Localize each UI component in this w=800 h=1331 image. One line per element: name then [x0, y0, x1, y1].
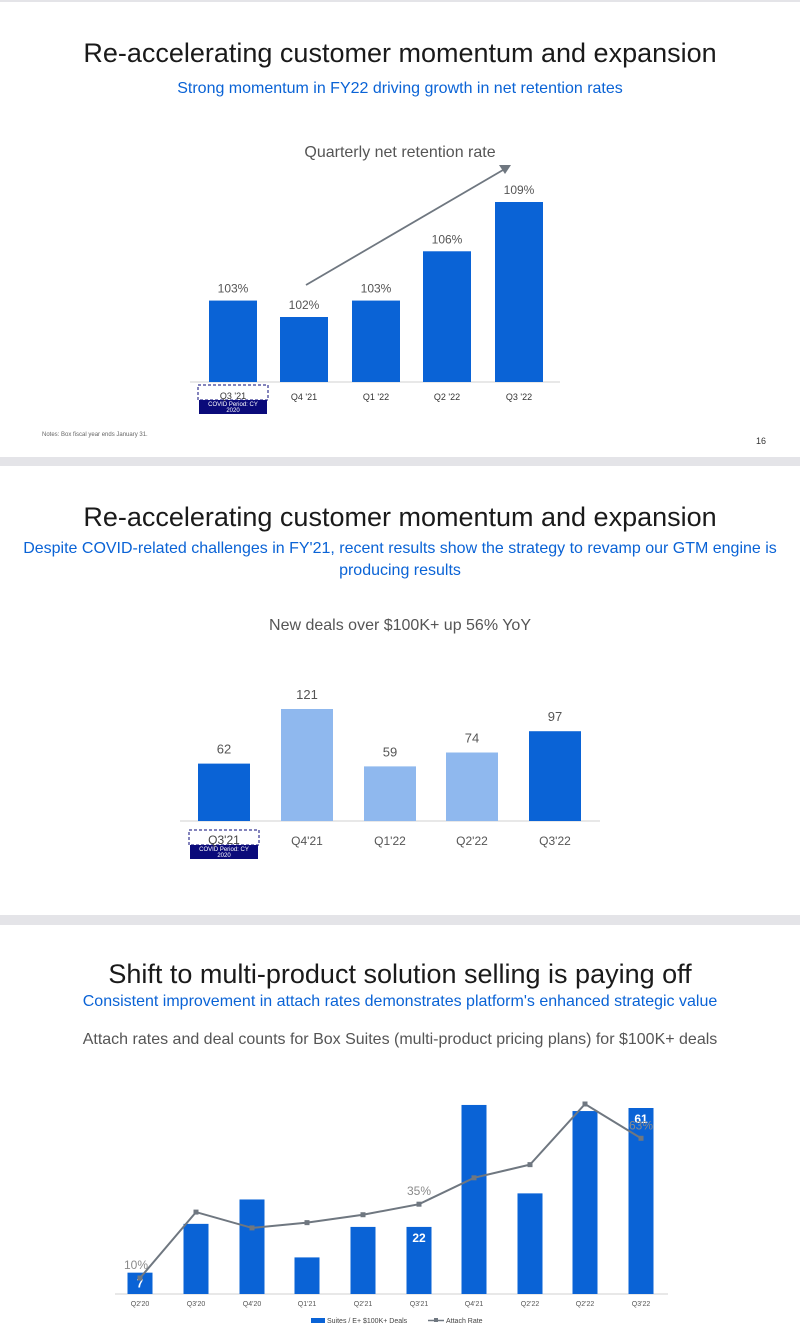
bar: [364, 766, 416, 821]
bar: [423, 251, 471, 382]
data-label: 121: [296, 687, 318, 702]
bar-data-label: 22: [412, 1231, 426, 1245]
data-label: 59: [383, 744, 397, 759]
attach-rate-marker: [250, 1225, 255, 1230]
slide-net-retention: Re-accelerating customer momentum and ex…: [0, 2, 800, 457]
x-tick-label: Q3'21: [208, 833, 240, 847]
data-label: 97: [548, 709, 562, 724]
bar: [281, 709, 333, 821]
bar: [529, 731, 581, 821]
x-tick-label: Q2'21: [354, 1301, 373, 1308]
x-tick-label: Q3'22: [632, 1301, 651, 1308]
bar: [240, 1199, 265, 1294]
x-tick-label: Q2'20: [131, 1301, 150, 1308]
x-tick-label: Q2'22: [456, 834, 488, 848]
attach-rate-marker: [138, 1276, 143, 1281]
legend-swatch-marker: [434, 1318, 438, 1322]
bar: [351, 1227, 376, 1294]
attach-rate-marker: [194, 1210, 199, 1215]
data-label: 102%: [289, 298, 320, 312]
bar: [295, 1257, 320, 1294]
legend-label-bars: Suites / E+ $100K+ Deals: [327, 1318, 408, 1325]
x-tick-label: Q3'21: [410, 1301, 429, 1308]
data-label: 103%: [218, 282, 249, 296]
attach-rate-marker: [305, 1220, 310, 1225]
slide-attach-rates: Shift to multi-product solution selling …: [0, 925, 800, 1331]
x-tick-label: Q3'20: [187, 1301, 206, 1308]
x-tick-label: Q4'21: [465, 1301, 484, 1308]
bar: [280, 317, 328, 382]
x-tick-label: Q1'21: [298, 1301, 317, 1308]
bar: [184, 1224, 209, 1294]
bar: [573, 1111, 598, 1294]
line-data-label: 35%: [407, 1184, 431, 1198]
attach-rate-marker: [528, 1162, 533, 1167]
page-number: 16: [756, 436, 766, 446]
x-tick-label: Q3 '22: [506, 392, 532, 402]
trend-arrow-head: [499, 165, 511, 174]
legend-label-line: Attach Rate: [446, 1318, 483, 1325]
bar: [446, 753, 498, 821]
attach-rate-marker: [472, 1175, 477, 1180]
x-tick-label: Q2'22: [521, 1301, 540, 1308]
data-label: 109%: [504, 183, 535, 197]
data-label: 74: [465, 731, 479, 746]
x-tick-label: Q1'22: [374, 834, 406, 848]
attach-rate-marker: [639, 1136, 644, 1141]
data-label: 62: [217, 742, 231, 757]
attach-rate-marker: [361, 1212, 366, 1217]
trend-arrow-line: [306, 170, 503, 285]
bar: [462, 1105, 487, 1294]
x-tick-label: Q1 '22: [363, 392, 389, 402]
bar: [518, 1193, 543, 1294]
data-label: 103%: [361, 282, 392, 296]
attach-rate-marker: [583, 1102, 588, 1107]
bar: [198, 764, 250, 821]
data-label: 106%: [432, 232, 463, 246]
footnote: Notes: Box fiscal year ends January 31.: [42, 432, 148, 438]
line-data-label: 63%: [629, 1118, 653, 1132]
x-tick-label: Q3 '21: [220, 391, 246, 401]
x-tick-label: Q4'20: [243, 1301, 262, 1308]
bar: [352, 301, 400, 382]
x-tick-label: Q4'21: [291, 834, 323, 848]
line-data-label: 10%: [124, 1258, 148, 1272]
x-tick-label: Q2 '22: [434, 392, 460, 402]
bar: [209, 301, 257, 382]
bar: [495, 202, 543, 382]
x-tick-label: Q3'22: [539, 834, 571, 848]
legend-swatch-bars: [311, 1318, 325, 1323]
x-tick-label: Q4 '21: [291, 392, 317, 402]
attach-rate-line: [140, 1104, 641, 1278]
slide-new-deals: Re-accelerating customer momentum and ex…: [0, 466, 800, 915]
x-tick-label: Q2'22: [576, 1301, 595, 1308]
attach-rate-marker: [417, 1202, 422, 1207]
